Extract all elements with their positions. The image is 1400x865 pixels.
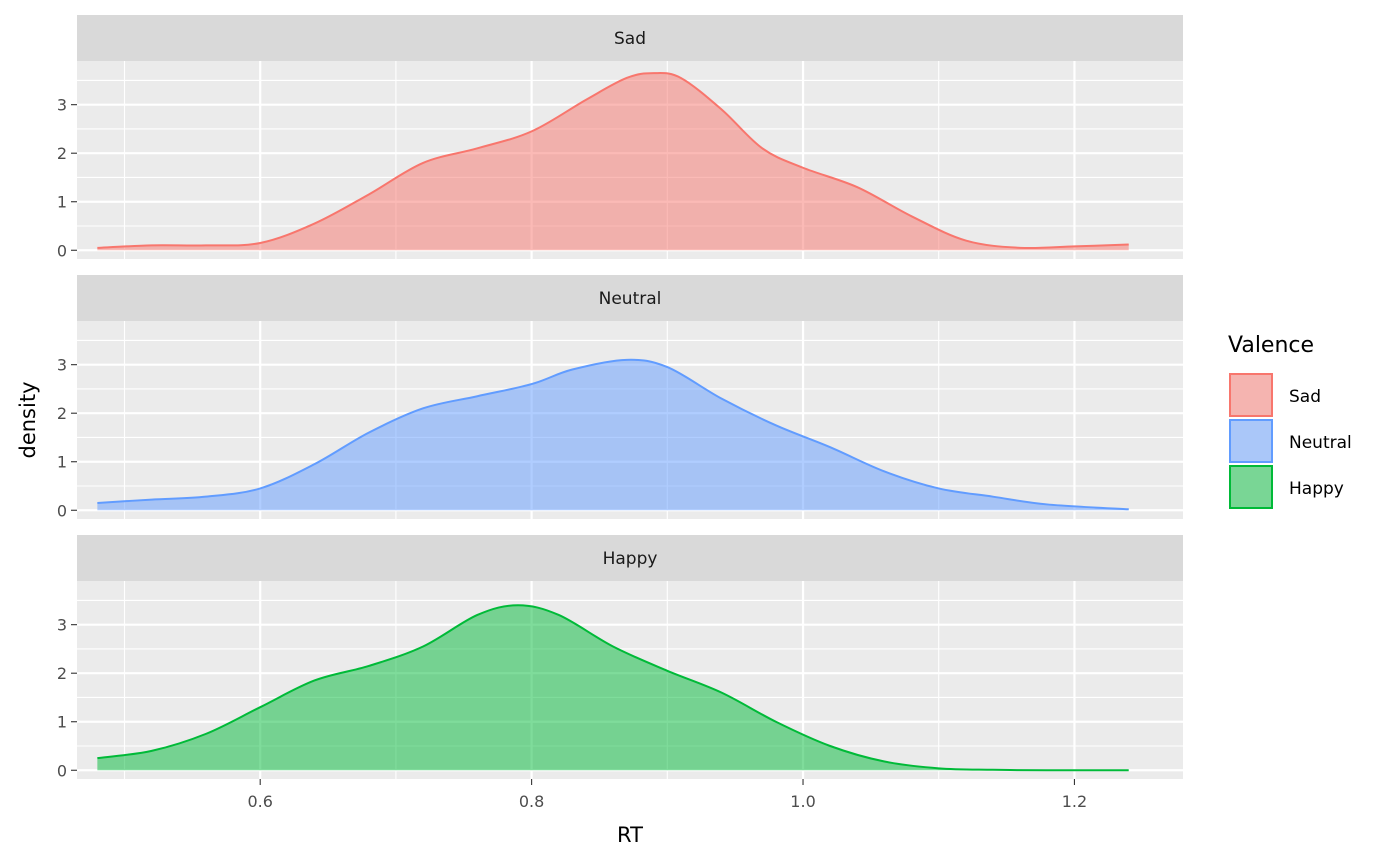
x-tick-label: 0.6	[247, 792, 272, 811]
x-tick-label: 1.0	[790, 792, 815, 811]
y-tick-label: 3	[57, 96, 67, 115]
y-tick-label: 2	[57, 144, 67, 163]
facet-strip-label: Sad	[614, 29, 646, 49]
y-tick-label: 0	[57, 241, 67, 260]
x-tick-label: 0.8	[519, 792, 544, 811]
y-tick-label: 0	[57, 761, 67, 780]
legend-title: Valence	[1228, 333, 1314, 358]
density-area-neutral	[97, 359, 1129, 511]
legend-key-happy	[1229, 465, 1273, 509]
facet-strip	[77, 275, 1183, 321]
density-area-happy	[97, 605, 1129, 771]
y-tick-label: 1	[57, 193, 67, 212]
y-tick-label: 3	[57, 616, 67, 635]
y-tick-label: 2	[57, 404, 67, 423]
density-line-neutral	[97, 358, 1129, 511]
y-tick-label: 1	[57, 713, 67, 732]
facet-strip	[77, 535, 1183, 581]
legend-key-neutral	[1229, 419, 1273, 463]
legend-key-sad	[1229, 373, 1273, 417]
y-tick-label: 3	[57, 356, 67, 375]
density-area-sad	[97, 73, 1129, 251]
y-tick-label: 2	[57, 664, 67, 683]
legend-label: Neutral	[1289, 433, 1352, 453]
facet-strip-label: Happy	[603, 549, 658, 569]
x-axis-title: RT	[617, 823, 643, 847]
facet-strip-label: Neutral	[599, 289, 662, 309]
legend-label: Happy	[1289, 479, 1344, 499]
facet-strip	[77, 15, 1183, 61]
legend-label: Sad	[1289, 387, 1321, 407]
density-line-sad	[97, 72, 1129, 250]
y-tick-label: 1	[57, 453, 67, 472]
x-tick-label: 1.2	[1062, 792, 1087, 811]
density-line-happy	[97, 604, 1129, 772]
y-tick-label: 0	[57, 501, 67, 520]
y-axis-title: density	[16, 382, 40, 459]
